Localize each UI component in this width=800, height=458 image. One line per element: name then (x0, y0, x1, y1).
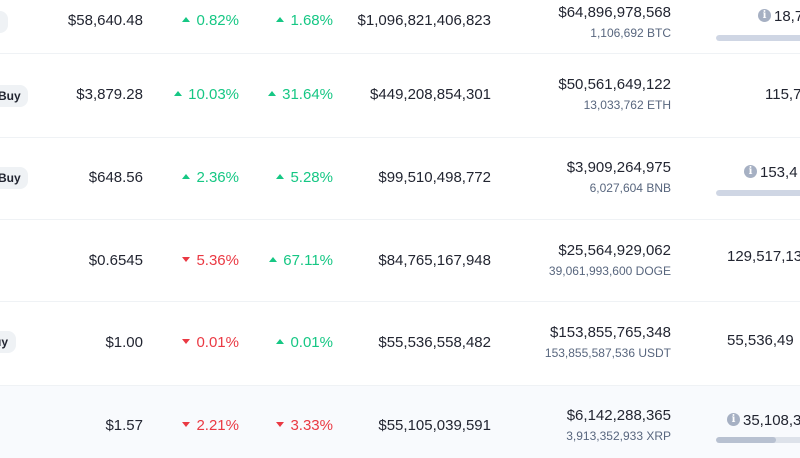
price: $0.6545 (88, 252, 143, 269)
volume-usd[interactable]: $153,855,765,348 (550, 324, 671, 341)
change-24h: 2.36% (182, 169, 239, 186)
supply-progress-fill (716, 190, 800, 196)
table-row[interactable]: $58,640.48 0.82% 1.68% $1,096,821,406,82… (0, 0, 800, 54)
buy-button[interactable]: Buy (0, 85, 28, 107)
volume-usd[interactable]: $50,561,649,122 (558, 76, 671, 93)
table-row[interactable]: Buy $648.56 2.36% 5.28% $99,510,498,772 … (0, 138, 800, 220)
caret-up-icon (276, 173, 285, 179)
change-7d: 5.28% (276, 169, 333, 186)
circulating-supply: 115,7 (765, 86, 800, 103)
info-icon[interactable]: i (744, 164, 757, 178)
supply-progress-bar (716, 190, 800, 196)
market-cap: $55,536,558,482 (378, 334, 491, 351)
buy-button[interactable] (0, 11, 8, 33)
caret-down-icon (182, 421, 191, 427)
price: $3,879.28 (76, 86, 143, 103)
market-cap: $1,096,821,406,823 (357, 12, 491, 29)
price: $648.56 (88, 169, 143, 186)
change-7d: 3.33% (276, 417, 333, 434)
change-24h: 0.82% (182, 12, 239, 29)
market-cap: $449,208,854,301 (370, 86, 491, 103)
price: $1.57 (105, 417, 143, 434)
table-row[interactable]: $1.57 2.21% 3.33% $55,105,039,591 $6,142… (0, 386, 800, 458)
volume-coin: 39,061,993,600 DOGE (548, 264, 671, 278)
buy-button[interactable]: uy (0, 331, 16, 353)
circulating-supply: i 153,4 (744, 164, 798, 181)
circulating-supply: i 18,7 (758, 8, 800, 25)
change-24h: 5.36% (182, 252, 239, 269)
volume-usd[interactable]: $25,564,929,062 (558, 242, 671, 259)
circulating-supply: i 35,108,3 (727, 412, 800, 429)
market-cap: $84,765,167,948 (378, 252, 491, 269)
change-24h: 0.01% (182, 334, 239, 351)
change-7d: 31.64% (268, 86, 333, 103)
caret-up-icon (276, 338, 285, 344)
info-icon[interactable]: i (758, 8, 771, 22)
table-row[interactable]: uy $1.00 0.01% 0.01% $55,536,558,482 $15… (0, 302, 800, 386)
change-7d: 1.68% (276, 12, 333, 29)
change-24h: 10.03% (174, 86, 239, 103)
volume-coin: 6,027,604 BNB (589, 181, 671, 195)
caret-up-icon (182, 16, 191, 22)
volume-coin: 3,913,352,933 XRP (566, 429, 671, 443)
caret-down-icon (182, 338, 191, 344)
price: $58,640.48 (67, 12, 143, 29)
volume-coin: 153,855,587,536 USDT (544, 346, 671, 360)
volume-usd[interactable]: $6,142,288,365 (566, 407, 671, 424)
volume-coin: 1,106,692 BTC (590, 26, 671, 40)
price: $1.00 (105, 334, 143, 351)
volume-usd[interactable]: $64,896,978,568 (558, 4, 671, 21)
volume-usd[interactable]: $3,909,264,975 (566, 159, 671, 176)
circulating-supply: 55,536,49 (727, 332, 794, 349)
supply-progress-fill (716, 35, 800, 41)
market-cap: $55,105,039,591 (378, 417, 491, 434)
caret-down-icon (276, 421, 285, 427)
supply-progress-bar (716, 35, 800, 41)
change-7d: 67.11% (269, 252, 333, 269)
volume-coin: 13,033,762 ETH (583, 98, 671, 112)
table-row[interactable]: $0.6545 5.36% 67.11% $84,765,167,948 $25… (0, 220, 800, 302)
buy-button[interactable]: Buy (0, 167, 28, 189)
supply-progress-fill (716, 437, 776, 443)
caret-up-icon (268, 90, 277, 96)
supply-progress-bar (716, 437, 800, 443)
caret-up-icon (182, 173, 191, 179)
circulating-supply: 129,517,138 (727, 248, 800, 265)
caret-down-icon (182, 256, 191, 262)
caret-up-icon (269, 256, 278, 262)
caret-up-icon (174, 90, 183, 96)
table-row[interactable]: Buy $3,879.28 10.03% 31.64% $449,208,854… (0, 54, 800, 138)
info-icon[interactable]: i (727, 412, 740, 426)
market-cap: $99,510,498,772 (378, 169, 491, 186)
change-7d: 0.01% (276, 334, 333, 351)
caret-up-icon (276, 16, 285, 22)
change-24h: 2.21% (182, 417, 239, 434)
